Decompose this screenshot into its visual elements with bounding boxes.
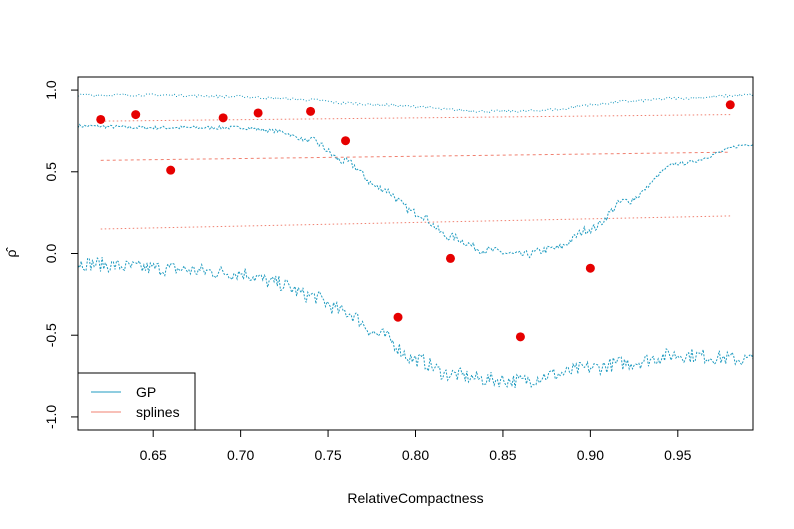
data-point [725, 100, 735, 110]
splines-lower-line [100, 215, 731, 230]
x-tick-label: 0.85 [489, 447, 516, 463]
data-point [131, 110, 141, 120]
data-point [218, 113, 228, 123]
data-point [166, 165, 176, 175]
x-axis: 0.65 0.70 0.75 0.80 0.85 0.90 0.95 [140, 429, 692, 463]
data-point [585, 263, 595, 273]
data-point [341, 136, 351, 146]
splines-mean-line [100, 151, 731, 161]
x-axis-label: RelativeCompactness [347, 490, 483, 506]
gp-mean-line [77, 123, 754, 259]
data-point [96, 114, 106, 124]
data-point [306, 106, 316, 116]
x-tick-label: 0.75 [314, 447, 341, 463]
legend-box [77, 372, 196, 431]
y-tick-label: 0.5 [43, 162, 59, 182]
x-tick-label: 0.65 [140, 447, 167, 463]
observed-points [96, 100, 735, 342]
gp-series [77, 93, 754, 389]
x-tick-label: 0.70 [227, 447, 254, 463]
legend-gp-label: GP [136, 384, 156, 400]
y-axis: -1.0 -0.5 0.0 0.5 1.0 [43, 80, 79, 429]
data-point [445, 253, 455, 263]
gp-upper-line [77, 93, 754, 114]
gp-lower-line [77, 257, 754, 389]
y-tick-label: -1.0 [43, 405, 59, 429]
x-tick-label: 0.90 [577, 447, 604, 463]
x-tick-label: 0.80 [402, 447, 429, 463]
x-tick-label: 0.95 [664, 447, 691, 463]
data-point [393, 312, 403, 322]
splines-series [100, 114, 731, 230]
splines-upper-line [100, 114, 731, 122]
y-axis-label: ρ̂ [3, 247, 19, 258]
y-tick-label: 0.0 [43, 244, 59, 264]
y-tick-label: 1.0 [43, 80, 59, 100]
y-tick-label: -0.5 [43, 323, 59, 347]
legend-splines-label: splines [136, 404, 180, 420]
data-point [253, 108, 263, 118]
legend: GP splines [77, 372, 196, 431]
data-point [515, 332, 525, 342]
